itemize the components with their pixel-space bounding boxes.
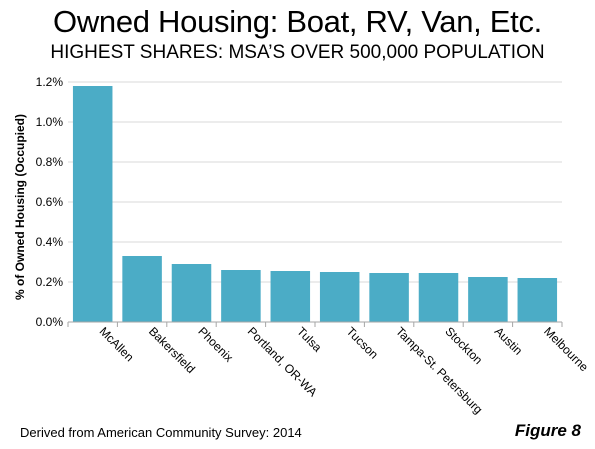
bar (468, 277, 508, 322)
y-tick-label: 1.0% (36, 115, 64, 129)
bar (122, 256, 162, 322)
bar (171, 264, 212, 322)
bar (418, 273, 459, 322)
x-tick-label: Phoenix (195, 324, 236, 365)
x-tick-label: Tulsa (294, 324, 325, 355)
x-tick-label: Melbourne (541, 324, 591, 374)
gridlines (68, 81, 562, 283)
bar (270, 271, 311, 322)
y-axis-label: % of Owned Housing (Occupied) (13, 114, 27, 300)
bar (517, 278, 558, 322)
y-tick-label: 0.0% (36, 315, 64, 329)
y-axis-tick-labels: 0.0% 0.2% 0.4% 0.6% 0.8% 1.0% 1.2% (36, 75, 64, 329)
y-tick-label: 0.4% (36, 235, 64, 249)
y-tick-label: 0.2% (36, 275, 64, 289)
x-tick-label: Stockton (442, 324, 485, 367)
figure-label: Figure 8 (514, 421, 581, 440)
y-tick-label: 0.8% (36, 155, 64, 169)
bar (319, 272, 360, 322)
bars (72, 86, 558, 322)
bar (369, 273, 409, 322)
chart-subtitle: HIGHEST SHARES: MSA’S OVER 500,000 POPUL… (50, 42, 545, 63)
x-tick-label: Tampa-St. Petersburg (393, 324, 485, 416)
chart-title: Owned Housing: Boat, RV, Van, Etc. (53, 4, 542, 39)
x-tick-label: Tucson (344, 324, 381, 361)
bar (72, 86, 113, 322)
x-tick-label: Austin (492, 324, 525, 357)
x-tick-label: McAllen (97, 324, 137, 364)
source-note: Derived from American Community Survey: … (20, 425, 302, 440)
x-axis (67, 321, 563, 327)
x-tick-label: Bakersfield (146, 324, 198, 376)
y-tick-label: 1.2% (36, 75, 64, 89)
y-tick-label: 0.6% (36, 195, 64, 209)
bar (221, 270, 261, 322)
